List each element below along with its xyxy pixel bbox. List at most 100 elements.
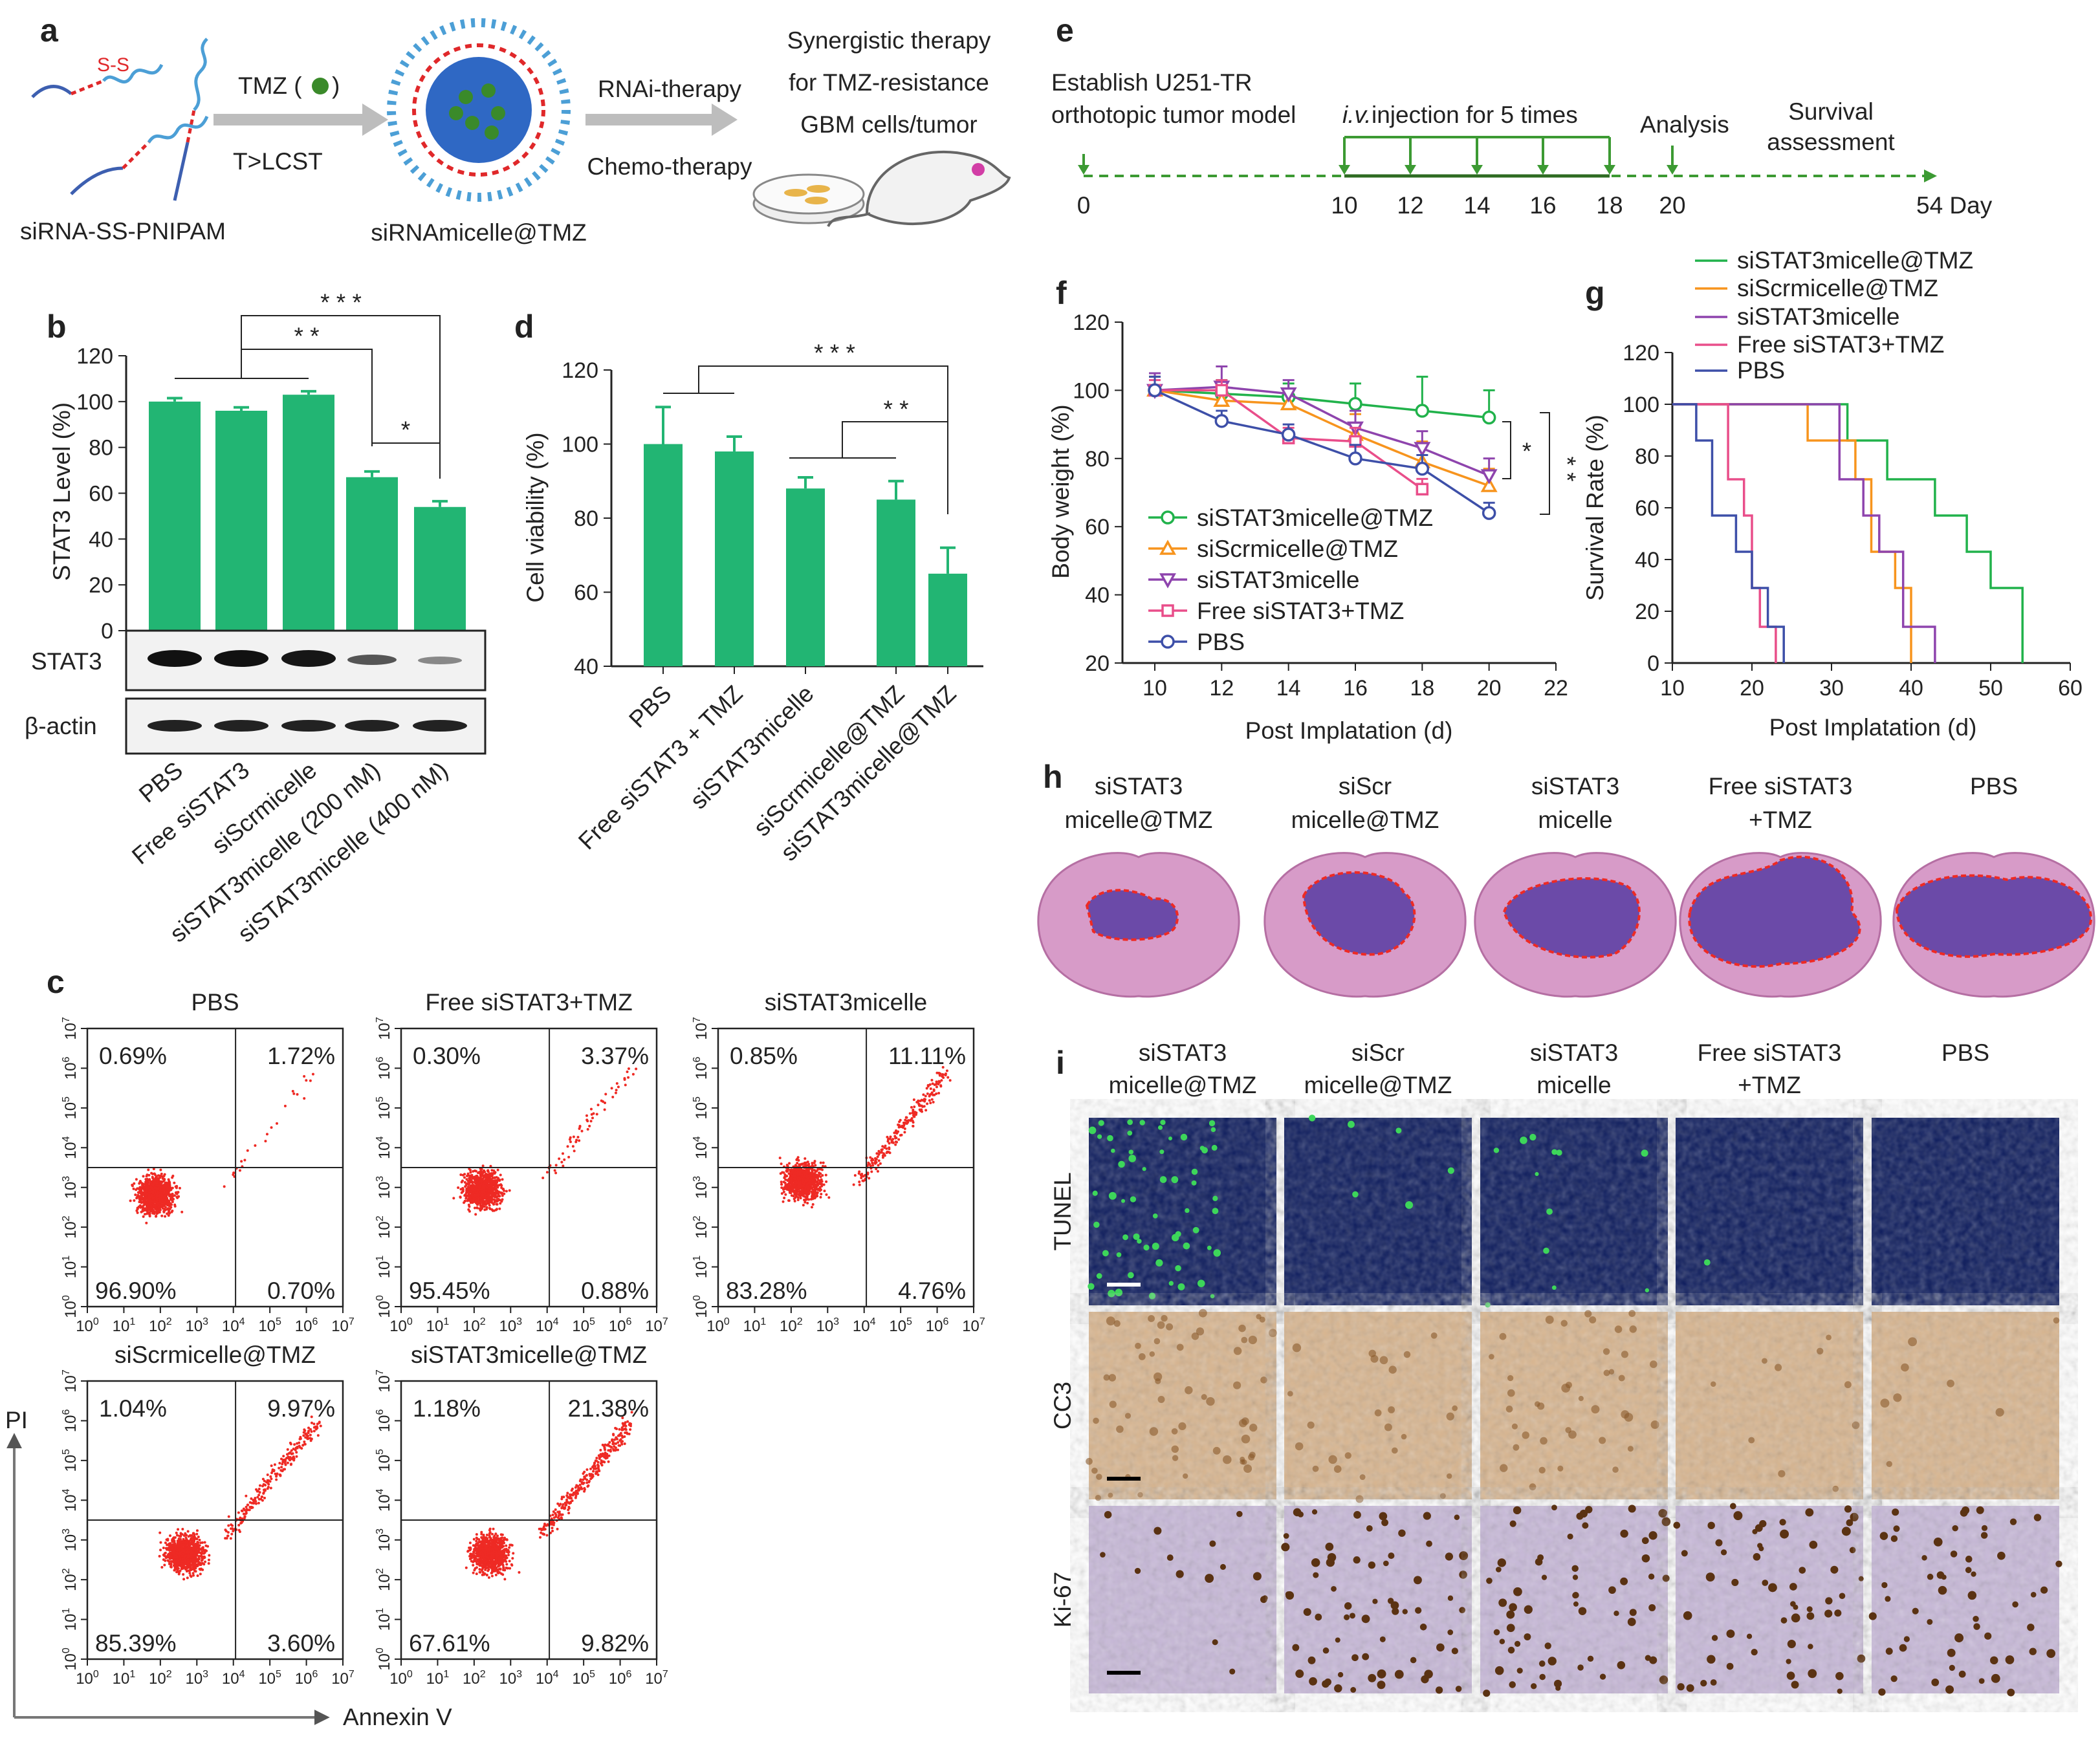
event-dot (173, 1204, 177, 1208)
panel-label: d (514, 309, 534, 345)
event-dot (468, 1188, 471, 1191)
event-dot (803, 1175, 806, 1178)
event-dot (300, 1447, 303, 1450)
event-dot (501, 1188, 505, 1191)
event-dot (305, 1433, 309, 1437)
event-dot (912, 1108, 915, 1111)
arrow-1-head (362, 103, 388, 136)
y-tick-label: 105 (61, 1096, 80, 1120)
sig-label: * * * (814, 340, 855, 366)
event-dot (813, 1160, 816, 1163)
event-dot (305, 1079, 308, 1082)
event-dot (578, 1127, 581, 1130)
micelle-illustration (387, 18, 571, 202)
event-dot (469, 1174, 472, 1177)
event-dot (803, 1188, 806, 1191)
event-dot (816, 1188, 820, 1191)
event-dot (592, 1112, 595, 1115)
event-dot (589, 1107, 593, 1111)
event-dot (263, 1496, 266, 1499)
event-dot (232, 1173, 235, 1176)
event-dot (897, 1130, 900, 1133)
event-dot (488, 1527, 492, 1530)
event-dot (289, 1463, 292, 1466)
event-dot (185, 1547, 188, 1550)
x-tick-label: 107 (962, 1316, 985, 1335)
event-dot (204, 1560, 207, 1563)
event-dot (485, 1177, 488, 1180)
event-dot (799, 1197, 802, 1200)
event-dot (168, 1184, 171, 1188)
event-dot (466, 1179, 470, 1182)
event-dot (498, 1207, 501, 1210)
event-dot (155, 1195, 158, 1198)
event-dot (180, 1554, 184, 1558)
event-dot (227, 1515, 230, 1518)
x-tick-label: 104 (536, 1316, 559, 1335)
event-dot (611, 1095, 615, 1098)
event-dot (472, 1185, 475, 1188)
event-dot (815, 1174, 818, 1177)
event-dot (492, 1182, 496, 1185)
event-dot (781, 1171, 784, 1174)
event-dot (794, 1193, 798, 1197)
event-dot (806, 1188, 809, 1191)
event-dot (270, 1464, 273, 1468)
blot-row-label: STAT3 (31, 648, 102, 675)
event-dot (168, 1204, 171, 1208)
event-dot (920, 1104, 923, 1107)
event-dot (149, 1182, 152, 1185)
event-dot (186, 1541, 189, 1544)
event-dot (624, 1083, 627, 1087)
event-dot (144, 1190, 148, 1193)
event-dot (153, 1173, 157, 1177)
synergy-line-2: for TMZ-resistance (789, 69, 989, 96)
y-tick-label: 104 (61, 1488, 80, 1512)
event-dot (823, 1190, 826, 1193)
y-tick-label: 80 (574, 506, 598, 531)
event-dot (492, 1188, 496, 1191)
y-tick-label: 107 (61, 1369, 80, 1393)
panel-a: a S-S siRNA-SS-PNIPAM TMZ ( ) T>LCST (20, 12, 1011, 246)
plot-title: Free siSTAT3+TMZ (425, 989, 632, 1016)
event-dot (468, 1177, 471, 1180)
event-dot (174, 1544, 177, 1547)
event-dot (474, 1169, 477, 1173)
event-dot (195, 1529, 199, 1532)
event-dot (146, 1201, 149, 1204)
event-dot (894, 1140, 897, 1144)
event-dot (164, 1198, 167, 1201)
event-dot (199, 1552, 202, 1555)
event-dot (804, 1157, 807, 1160)
event-dot (158, 1196, 161, 1199)
event-dot (499, 1191, 503, 1194)
y-tick-label: 105 (692, 1096, 710, 1120)
event-dot (312, 1430, 316, 1433)
event-dot (800, 1162, 804, 1166)
event-dot (159, 1541, 162, 1544)
bar (786, 488, 825, 666)
event-dot (280, 1466, 283, 1469)
event-dot (784, 1193, 787, 1196)
event-dot (176, 1569, 179, 1572)
event-dot (152, 1168, 155, 1171)
event-dot (155, 1197, 159, 1201)
event-dot (131, 1184, 134, 1188)
event-dot (794, 1177, 797, 1180)
event-dot (309, 1079, 312, 1082)
event-dot (508, 1560, 511, 1563)
event-dot (185, 1534, 188, 1537)
event-dot (246, 1503, 249, 1506)
event-dot (796, 1169, 799, 1173)
y-tick-label: 60 (574, 581, 598, 605)
event-dot (476, 1175, 479, 1178)
petri-dish-illustration (752, 173, 865, 224)
quadrant-ll: 85.39% (95, 1630, 177, 1657)
event-dot (139, 1181, 142, 1184)
event-dot (223, 1185, 226, 1188)
y-tick-label: 103 (692, 1176, 710, 1199)
event-dot (503, 1192, 506, 1195)
event-dot (171, 1197, 175, 1201)
event-dot (201, 1546, 204, 1549)
y-tick-label: 106 (375, 1057, 393, 1080)
